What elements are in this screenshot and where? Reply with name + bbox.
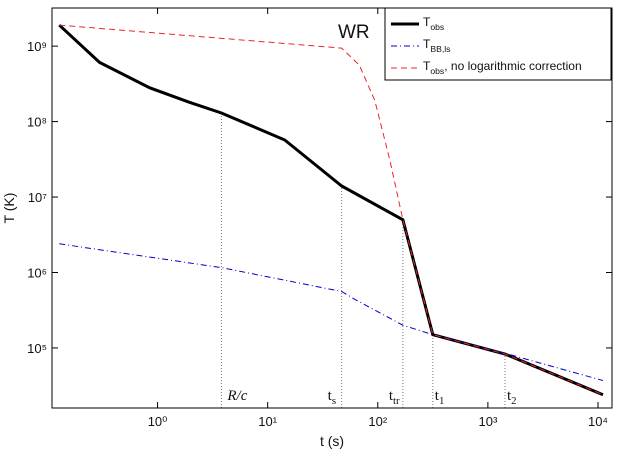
x-tick-label: 10¹ <box>258 414 277 429</box>
plot-frame <box>51 7 613 409</box>
y-tick-label: 10⁸ <box>27 115 47 130</box>
x-tick-label: 10² <box>368 414 387 429</box>
x-axis-label: t (s) <box>320 433 344 449</box>
y-tick-label: 10⁶ <box>27 265 47 280</box>
annotation-label: R/c <box>226 388 247 404</box>
series-line <box>59 24 604 396</box>
y-axis-label: T (K) <box>1 193 17 224</box>
legend-label: Tobs <box>423 15 444 32</box>
legend-label: TBB,ls <box>423 37 450 54</box>
annotation-label: t2 <box>507 388 517 407</box>
y-tick-label: 10⁹ <box>27 39 47 54</box>
x-tick-label: 10³ <box>478 414 497 429</box>
series-line <box>59 243 604 382</box>
legend-box <box>384 7 612 81</box>
annotation-label: t1 <box>435 388 445 407</box>
y-tick-label: 10⁷ <box>28 190 47 205</box>
annotation-label: ts <box>328 388 336 407</box>
annotation-label: ttr <box>389 388 400 407</box>
inset-label: WR <box>338 22 370 43</box>
x-tick-label: 10⁰ <box>148 414 168 429</box>
legend-label: Tobs, no logarithmic correction <box>423 59 582 76</box>
y-tick-label: 10⁵ <box>27 341 47 356</box>
x-tick-label: 10⁴ <box>588 414 608 429</box>
